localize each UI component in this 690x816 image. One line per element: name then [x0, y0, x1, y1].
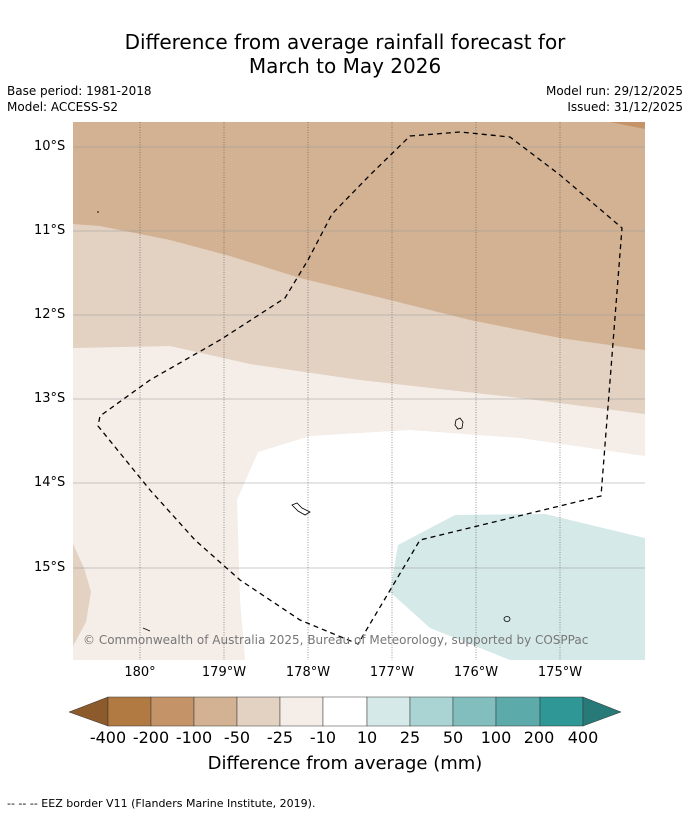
colorbar-tick: -10: [309, 728, 337, 747]
lat-label: 11°S: [34, 223, 66, 238]
colorbar-high-arrow: [582, 696, 622, 727]
lat-label: 14°S: [34, 475, 66, 490]
band-minus25-strip: [73, 544, 91, 646]
colorbar-seg-4: [236, 696, 281, 727]
eez-border: [97, 131, 623, 645]
lat-label: 15°S: [34, 560, 66, 575]
lon-label: 179°W: [201, 665, 247, 680]
copyright-notice: © Commonwealth of Australia 2025, Bureau…: [83, 633, 589, 647]
colorbar-tick: 400: [567, 728, 599, 747]
colorbar-title: Difference from average (mm): [207, 753, 483, 774]
meta-left: Base period: 1981-2018 Model: ACCESS-S2: [7, 83, 152, 115]
colorbar-tick: 50: [442, 728, 464, 747]
meta-right: Model run: 29/12/2025 Issued: 31/12/2025: [546, 83, 683, 115]
colorbar-seg-8: [409, 696, 454, 727]
lon-label: 180°: [124, 665, 156, 680]
lon-label: 176°W: [453, 665, 499, 680]
map-title: Difference from average rainfall forecas…: [0, 30, 690, 78]
colorbar-tick: -50: [223, 728, 251, 747]
colorbar: [68, 696, 622, 727]
lat-gridlines: [73, 146, 645, 569]
colorbar-seg-2: [150, 696, 195, 727]
colorbar-seg-5: [279, 696, 324, 727]
colorbar-tick: -400: [89, 728, 127, 747]
base-period: Base period: 1981-2018: [7, 84, 152, 98]
colorbar-ticks: -400 -200 -100 -50 -25 -10 10 25 50 100 …: [0, 728, 690, 748]
colorbar-tick: 100: [480, 728, 512, 747]
issued-date: Issued: 31/12/2025: [567, 100, 683, 114]
lon-label: 177°W: [369, 665, 415, 680]
colorbar-tick: -200: [132, 728, 170, 747]
island-1: [454, 417, 464, 430]
model-run: Model run: 29/12/2025: [545, 84, 683, 98]
lat-label: 10°S: [34, 139, 66, 154]
colorbar-seg-7: [366, 696, 411, 727]
colorbar-seg-11: [539, 696, 584, 727]
island-3: [503, 616, 511, 622]
colorbar-seg-1: [107, 696, 152, 727]
title-line-2: March to May 2026: [248, 54, 442, 78]
band-plus10-area: [390, 514, 645, 660]
eez-footnote: -- -- -- EEZ border V11 (Flanders Marine…: [7, 797, 316, 810]
colorbar-tick: -100: [175, 728, 213, 747]
colorbar-tick: 25: [399, 728, 421, 747]
colorbar-tick: -25: [266, 728, 294, 747]
model-name: Model: ACCESS-S2: [7, 100, 119, 114]
colorbar-seg-6: [322, 696, 368, 727]
lon-gridlines: [139, 122, 561, 660]
colorbar-seg-9: [452, 696, 497, 727]
band-minus100-patch: [610, 122, 645, 129]
lat-label: 12°S: [34, 307, 66, 322]
island-4: [142, 627, 151, 632]
colorbar-low-arrow: [68, 696, 109, 727]
colorbar-seg-3: [193, 696, 238, 727]
title-line-1: Difference from average rainfall forecas…: [124, 30, 566, 54]
lon-label: 175°W: [537, 665, 583, 680]
lat-label: 13°S: [34, 391, 66, 406]
lon-label: 178°W: [285, 665, 331, 680]
colorbar-seg-10: [495, 696, 541, 727]
band-minus50-area: [73, 122, 645, 350]
colorbar-tick: 200: [523, 728, 555, 747]
island-5: [97, 211, 99, 213]
colorbar-tick: 10: [356, 728, 378, 747]
island-2: [291, 502, 311, 516]
